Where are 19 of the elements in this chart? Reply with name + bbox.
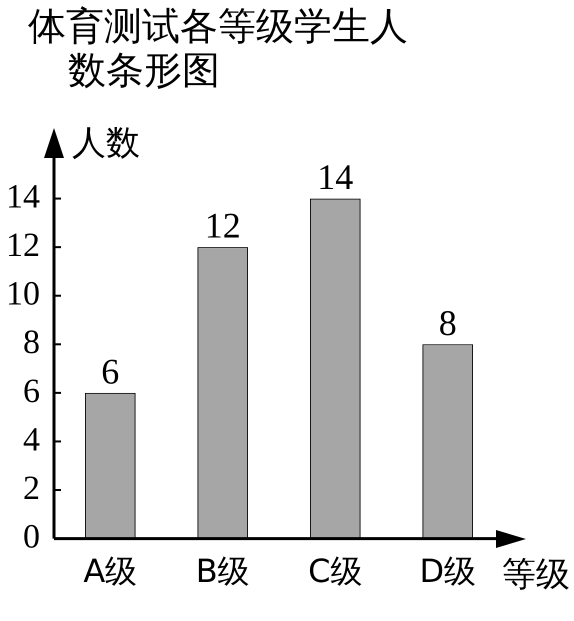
data-label: 6	[101, 351, 120, 392]
data-label: 14	[317, 157, 354, 198]
y-tick-label: 14	[6, 178, 40, 216]
y-tick-label: 0	[23, 518, 40, 556]
x-tick-label: B级	[196, 552, 250, 590]
y-tick-label: 8	[23, 324, 40, 362]
x-tick-label: C级	[308, 552, 362, 590]
x-tick-label: D级	[419, 552, 476, 590]
y-tick-label: 6	[23, 372, 40, 410]
y-tick-label: 2	[23, 470, 40, 507]
data-label: 12	[204, 206, 241, 246]
y-axis-title: 人数	[72, 122, 140, 163]
y-tick-label: 10	[6, 276, 40, 313]
x-axis-title: 等级	[502, 554, 570, 594]
x-tick-label: A级	[83, 552, 138, 590]
y-tick-label: 4	[23, 421, 40, 458]
y-tick-label: 12	[6, 227, 40, 264]
chart-title: 体育测试各等级学生人数条形图	[28, 4, 409, 92]
data-label: 8	[438, 302, 457, 343]
